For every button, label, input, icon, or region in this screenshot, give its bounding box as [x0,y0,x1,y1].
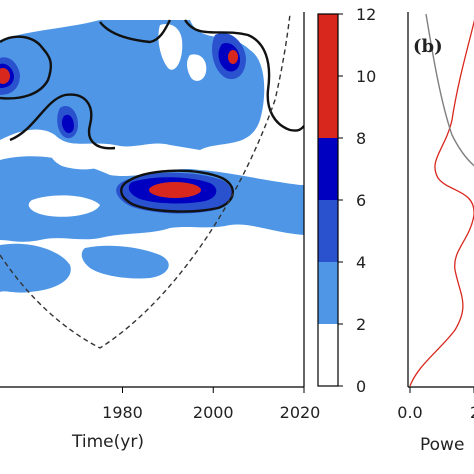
x-axis-label: Time(yr) [71,432,144,452]
b-x-axis-label: Powe [420,435,464,455]
colorbar-segment-2 [318,200,338,262]
wavelet-plot-area [0,12,304,387]
global-power-gray-line [425,13,474,167]
colorbar-tick-label-1: 2 [356,315,366,334]
global-power-plot-area: (b) 0.0 2 Powe [397,12,474,455]
colorbar-segment-0 [318,324,338,386]
colorbar: 0 2 4 6 8 10 12 [317,5,376,396]
cone-of-influence [0,13,291,349]
b-x-tick-label-0: 0.0 [397,403,422,422]
x-tick-label-1: 2000 [193,403,234,422]
power-band-10-12 [0,50,238,198]
global-power-red-line [409,19,474,387]
wavelet-axes [0,12,305,388]
colorbar-segment-1 [318,262,338,324]
x-tick-label-2: 2020 [280,403,321,422]
colorbar-tick-label-3: 6 [356,191,366,210]
panel-label-b: (b) [413,36,443,57]
wavelet-x-ticks: 1980 2000 2020 [102,387,320,422]
x-tick-label-0: 1980 [102,403,143,422]
colorbar-tick-label-6: 12 [356,5,376,24]
b-x-tick-label-1: 2 [470,403,474,422]
colorbar-tick-label-4: 8 [356,129,366,148]
colorbar-tick-label-2: 4 [356,253,366,272]
significance-contours [0,19,304,213]
colorbar-tick-label-0: 0 [356,377,366,396]
colorbar-segment-top [318,14,338,76]
colorbar-segment-4 [318,76,338,138]
colorbar-segment-3 [318,138,338,200]
colorbar-tick-label-5: 10 [356,67,376,86]
